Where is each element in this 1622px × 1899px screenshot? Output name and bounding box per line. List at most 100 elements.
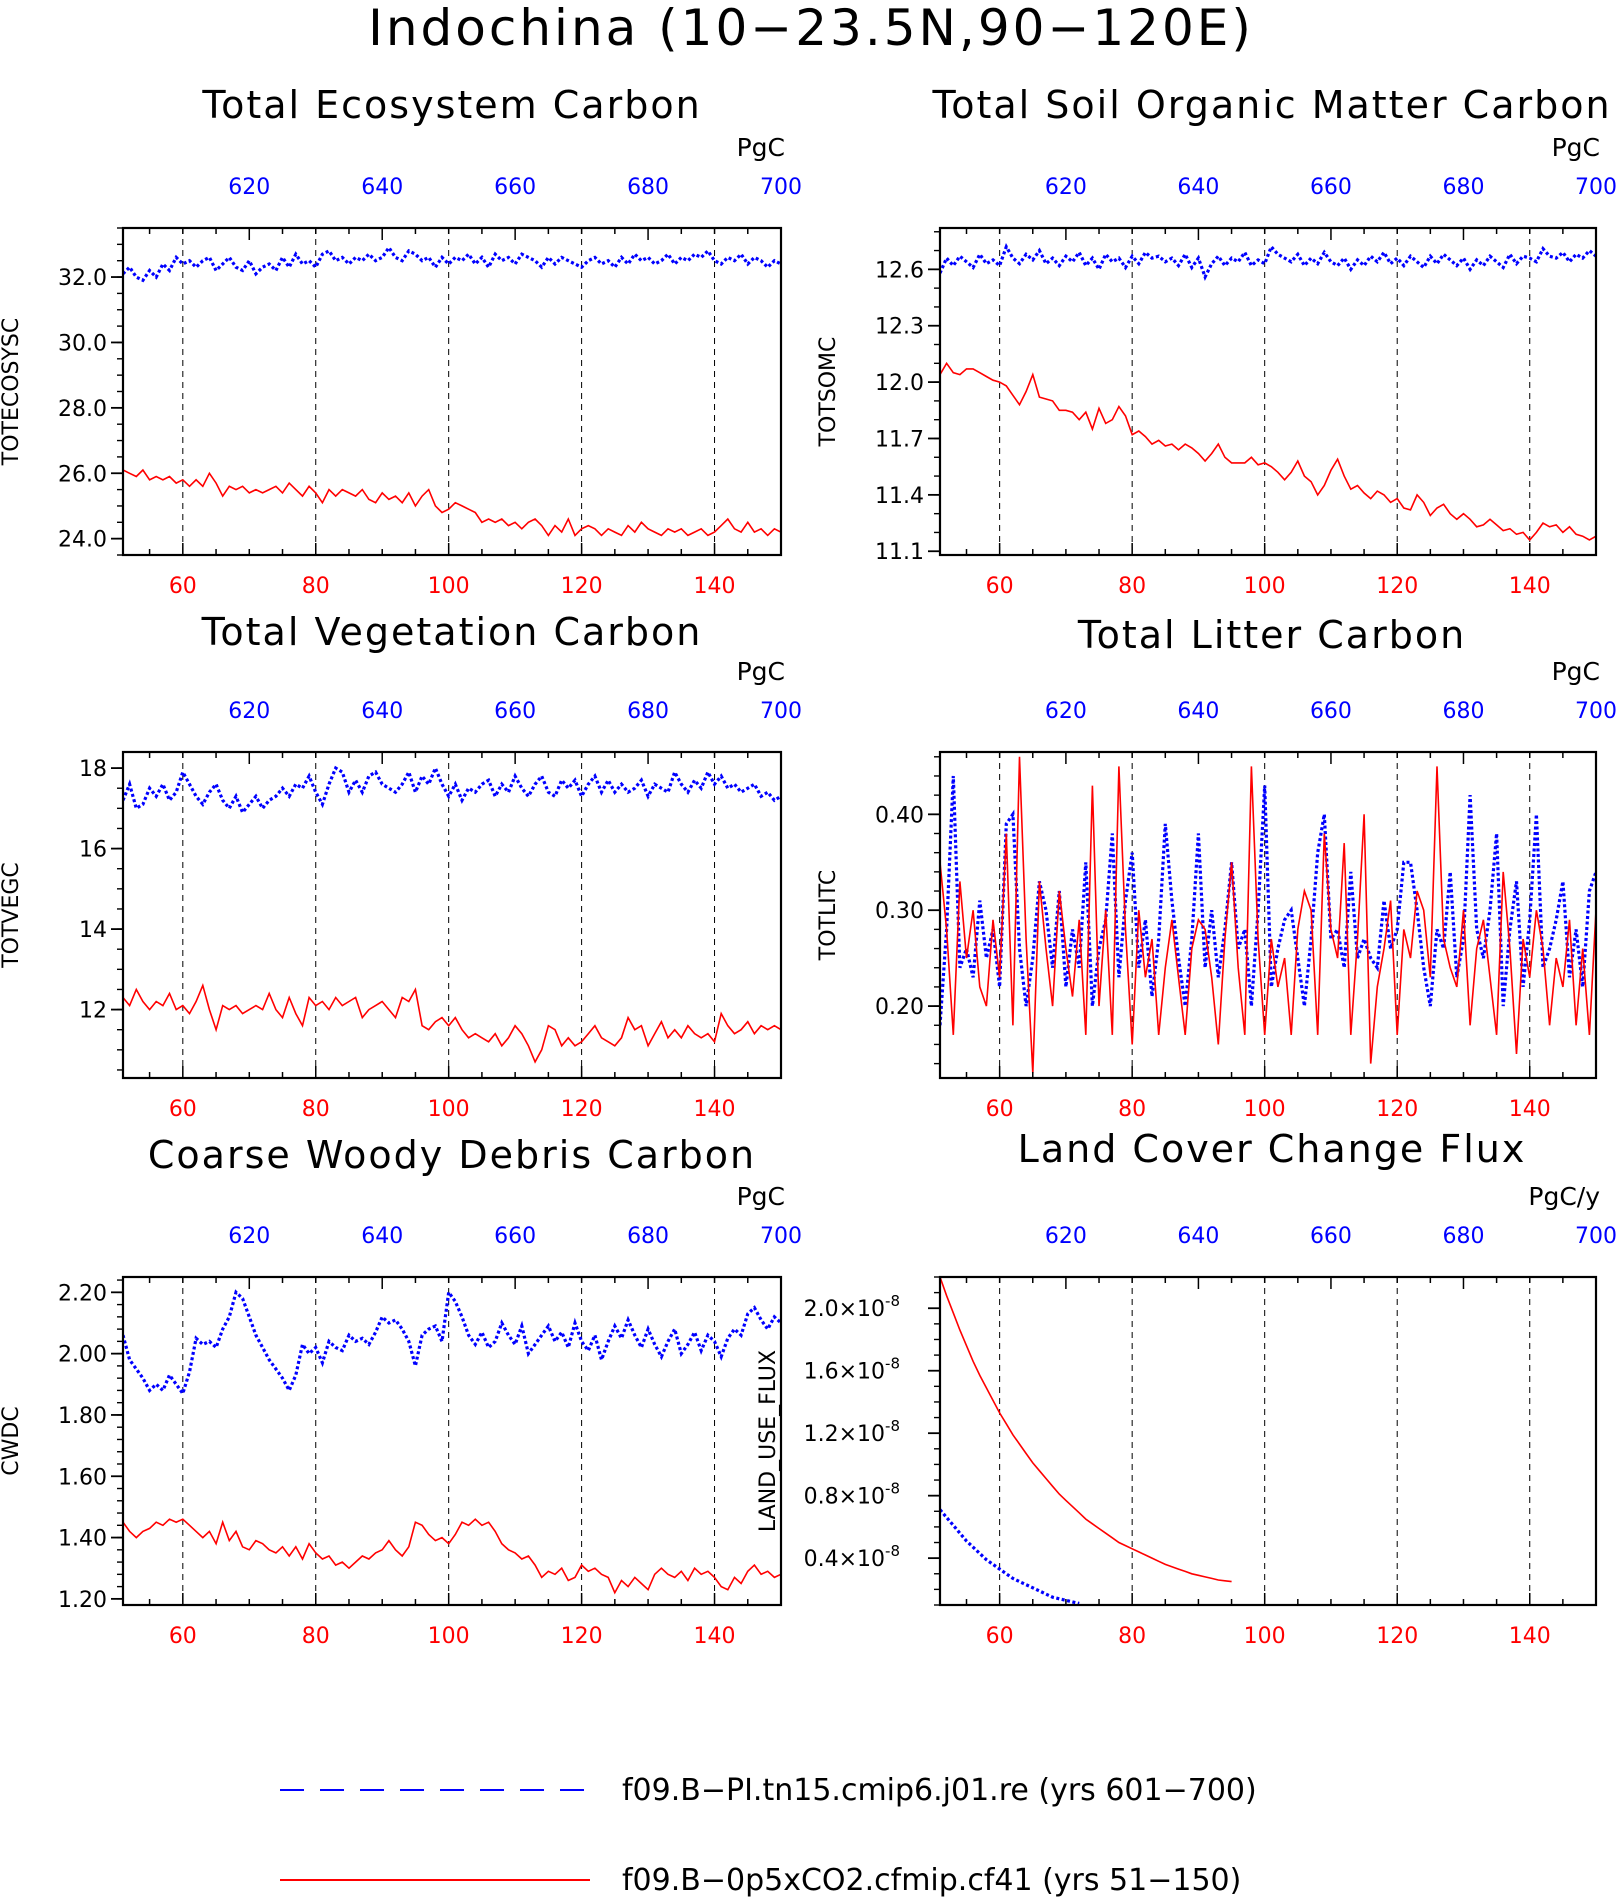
legend-label-control: f09.B−PI.tn15.cmip6.j01.re (yrs 601−700) (622, 1773, 1257, 1808)
y-tick-label: 24.0 (58, 528, 107, 553)
x2-tick-label: 660 (1310, 175, 1352, 200)
y-tick-label: 1.80 (58, 1404, 107, 1429)
chart-total-soil-organic-matter-carbon: Total Soil Organic Matter Carbon PgC 60 80 1… (816, 83, 1617, 599)
x2-tick-label: 680 (627, 175, 669, 200)
x-tick-label: 60 (169, 1624, 197, 1649)
x-tick-label: 140 (694, 1624, 736, 1649)
unit-label: PgC (1552, 657, 1600, 686)
x2-tick-label: 700 (760, 1224, 802, 1249)
y-tick-label: 0.20 (875, 995, 924, 1020)
x2-tick-label: 620 (228, 175, 270, 200)
x2-tick-label: 680 (627, 1224, 669, 1249)
x-tick-label: 100 (1244, 574, 1286, 599)
plot-frame (938, 226, 1598, 557)
x-tick-label: 60 (169, 1097, 197, 1122)
y-axis-label: TOTSOMC (816, 337, 841, 448)
series-line-experiment (940, 756, 1596, 1074)
x-tick-label: 100 (1244, 1624, 1286, 1649)
plot-frame (938, 1275, 1598, 1607)
chart-total-vegetation-carbon: Total Vegetation Carbon PgC 60 80 100 120 140 6… (0, 610, 802, 1122)
x-tick-label: 100 (428, 1624, 470, 1649)
x-tick-label: 120 (1376, 574, 1418, 599)
y-tick-label: 12 (79, 999, 107, 1024)
x-tick-label: 140 (1509, 1097, 1551, 1122)
unit-label: PgC (1552, 133, 1600, 162)
legend-label-experiment: f09.B−0p5xCO2.cfmip.cf41 (yrs 51−150) (622, 1863, 1241, 1898)
y-tick-label: 12.3 (875, 315, 924, 340)
series-line-control (940, 243, 1596, 281)
y-tick-label: 2.0×10-8 (804, 1292, 900, 1322)
x-tick-label: 100 (428, 574, 470, 599)
y-tick-label: 2.20 (58, 1281, 107, 1306)
x2-tick-label: 700 (760, 175, 802, 200)
x2-tick-label: 620 (1045, 1224, 1087, 1249)
x-tick-label: 140 (694, 574, 736, 599)
unit-label: PgC (737, 657, 785, 686)
y-tick-label: 32.0 (58, 266, 107, 291)
series-line-experiment (123, 982, 781, 1064)
series-line-control (940, 775, 1596, 1026)
y-tick-label: 1.20 (58, 1588, 107, 1613)
y-axis-label: TOTVEGC (0, 862, 24, 969)
series-line-experiment (940, 1277, 1232, 1583)
x2-tick-label: 700 (1575, 175, 1617, 200)
y-tick-label: 0.30 (875, 899, 924, 924)
y-tick-label: 14 (79, 918, 107, 943)
y-tick-label: 1.60 (58, 1465, 107, 1490)
x-tick-label: 60 (986, 574, 1014, 599)
x2-tick-label: 660 (494, 699, 536, 724)
x-tick-label: 120 (561, 1097, 603, 1122)
x2-tick-label: 680 (1442, 1224, 1484, 1249)
x2-tick-label: 640 (361, 1224, 403, 1249)
y-tick-label: 0.8×10-8 (804, 1480, 900, 1510)
x-tick-label: 80 (1118, 1624, 1146, 1649)
x2-tick-label: 640 (1177, 1224, 1219, 1249)
y-tick-label: 30.0 (58, 331, 107, 356)
figure-title: Indochina (10−23.5N,90−120E) (368, 0, 1254, 57)
y-tick-label: 12.0 (875, 371, 924, 396)
y-tick-label: 26.0 (58, 462, 107, 487)
chart-title: Total Vegetation Carbon (201, 610, 703, 654)
chart-title: Land Cover Change Flux (1018, 1127, 1527, 1171)
x-tick-label: 80 (302, 1097, 330, 1122)
series-line-experiment (123, 1518, 781, 1595)
x-tick-label: 140 (1509, 574, 1551, 599)
y-tick-label: 1.2×10-8 (804, 1417, 900, 1447)
x-tick-label: 140 (694, 1097, 736, 1122)
x2-tick-label: 640 (1177, 699, 1219, 724)
x-tick-label: 80 (1118, 1097, 1146, 1122)
y-axis-label: LAND_USE_FLUX (756, 1350, 781, 1532)
x2-tick-label: 620 (228, 1224, 270, 1249)
x2-tick-label: 700 (760, 699, 802, 724)
y-tick-label: 28.0 (58, 397, 107, 422)
series-line-experiment (940, 361, 1596, 542)
series-line-control (940, 1508, 1080, 1605)
x-tick-label: 120 (561, 574, 603, 599)
y-tick-label: 11.4 (875, 484, 924, 509)
x-tick-label: 120 (1376, 1624, 1418, 1649)
chart-title: Total Soil Organic Matter Carbon (931, 83, 1611, 127)
y-tick-label: 0.4×10-8 (804, 1542, 900, 1572)
y-tick-label: 16 (79, 838, 107, 863)
x2-tick-label: 620 (1045, 175, 1087, 200)
x-tick-label: 60 (169, 574, 197, 599)
x-tick-label: 60 (986, 1624, 1014, 1649)
y-axis-label: TOTLITC (816, 870, 841, 961)
x-tick-label: 80 (1118, 574, 1146, 599)
y-tick-label: 11.1 (875, 540, 924, 565)
chart-coarse-woody-debris-carbon: Coarse Woody Debris Carbon PgC 60 80 100 120 1… (0, 1133, 802, 1649)
x2-tick-label: 640 (361, 175, 403, 200)
plot-frame (938, 750, 1598, 1080)
x-tick-label: 140 (1509, 1624, 1551, 1649)
chart-total-litter-carbon: Total Litter Carbon PgC 60 80 100 120 140 620 64… (816, 613, 1617, 1122)
chart-title: Total Litter Carbon (1077, 613, 1466, 657)
x2-tick-label: 640 (361, 699, 403, 724)
series-line-experiment (123, 468, 781, 537)
series-line-control (123, 763, 781, 816)
x2-tick-label: 700 (1575, 699, 1617, 724)
x2-tick-label: 660 (494, 1224, 536, 1249)
plot-frame (121, 750, 783, 1080)
x2-tick-label: 640 (1177, 175, 1219, 200)
